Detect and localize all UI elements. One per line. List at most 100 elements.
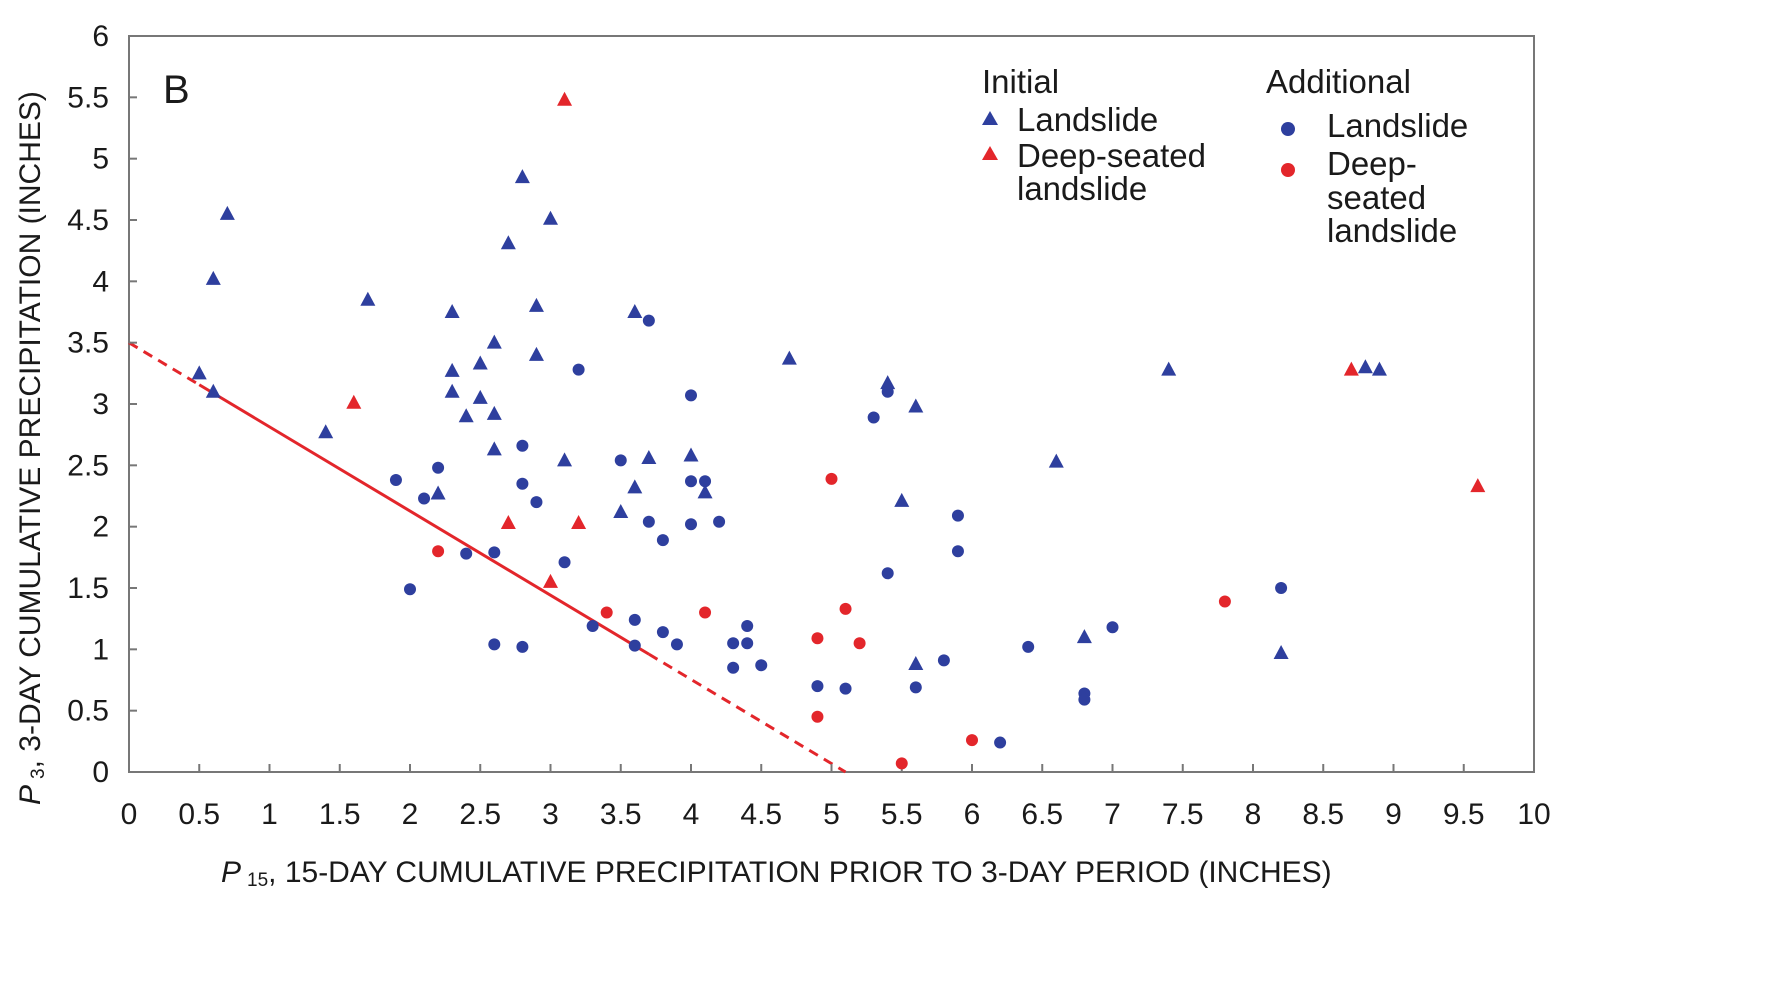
point-initial-landslide xyxy=(528,297,544,312)
point-additional-deep xyxy=(811,632,824,645)
legend-initial-landslide-marker xyxy=(982,111,998,125)
x-tick-label: 2 xyxy=(402,798,419,831)
point-initial-landslide xyxy=(191,365,207,380)
point-additional-landslide xyxy=(572,363,585,376)
point-initial-landslide xyxy=(880,375,896,390)
point-initial-landslide xyxy=(1161,361,1177,376)
threshold-line-dashed-end xyxy=(648,652,847,774)
legend-additional-deep-label-line1: Deep- xyxy=(1327,145,1417,182)
x-tick-label: 1.5 xyxy=(319,798,361,831)
point-additional-landslide xyxy=(488,638,501,651)
point-additional-landslide xyxy=(937,654,950,667)
point-additional-landslide xyxy=(994,736,1007,749)
x-tick-label: 0 xyxy=(121,798,138,831)
x-tick-label: 4 xyxy=(683,798,700,831)
point-initial-landslide xyxy=(543,210,558,225)
point-additional-deep xyxy=(966,734,978,747)
point-additional-landslide xyxy=(586,620,599,633)
y-tick-label: 2.5 xyxy=(67,449,109,482)
y-tick-label: 2 xyxy=(92,511,109,544)
point-initial-landslide xyxy=(683,447,699,462)
legend-additional-landslide-marker xyxy=(1281,122,1295,136)
point-initial-landslide xyxy=(1048,453,1064,468)
y-axis-ticks: 0 0.5 1 1.5 2 2.5 3 3.5 4 4.5 5 5.5 6 xyxy=(67,20,137,789)
plot-area xyxy=(128,35,1535,773)
y-tick-label: 0.5 xyxy=(67,695,109,728)
point-initial-landslide xyxy=(627,479,643,494)
point-initial-landslide xyxy=(908,398,924,413)
y-tick-label: 1 xyxy=(92,633,109,666)
point-additional-landslide xyxy=(656,534,669,547)
point-additional-landslide xyxy=(741,637,754,650)
point-initial-landslide xyxy=(1357,359,1373,374)
x-tick-label: 7 xyxy=(1104,798,1121,831)
x-tick-label: 9 xyxy=(1385,798,1402,831)
x-tick-label: 3 xyxy=(542,798,559,831)
point-initial-deep xyxy=(1343,361,1359,376)
x-tick-label: 0.5 xyxy=(178,798,220,831)
legend-additional-deep-marker xyxy=(1281,163,1295,177)
legend-initial-deep-label-line1: Deep-seated xyxy=(1017,137,1206,174)
x-tick-label: 2.5 xyxy=(459,798,501,831)
point-additional-landslide xyxy=(755,659,768,672)
point-initial-landslide xyxy=(472,355,488,370)
point-additional-landslide xyxy=(432,461,445,474)
point-initial-deep xyxy=(557,91,573,106)
legend-additional-deep-label-line3: landslide xyxy=(1327,212,1457,249)
threshold-line-solid xyxy=(198,383,650,656)
x-tick-label: 3.5 xyxy=(600,798,642,831)
point-additional-landslide xyxy=(839,682,852,695)
point-additional-landslide xyxy=(516,439,529,452)
panel-label: B xyxy=(163,68,190,112)
point-additional-landslide xyxy=(1078,693,1091,706)
point-additional-deep xyxy=(825,472,838,485)
point-additional-landslide xyxy=(418,492,431,505)
x-tick-label: 8 xyxy=(1245,798,1262,831)
point-additional-landslide xyxy=(404,583,416,596)
point-initial-landslide xyxy=(219,205,235,220)
point-initial-landslide xyxy=(430,485,446,500)
point-initial-deep xyxy=(1470,478,1486,493)
point-initial-landslide xyxy=(472,389,488,404)
x-tick-label: 10 xyxy=(1517,798,1550,831)
point-initial-landslide xyxy=(360,291,376,306)
point-initial-landslide xyxy=(557,452,573,467)
threshold-line xyxy=(128,341,847,774)
x-tick-label: 6.5 xyxy=(1021,798,1063,831)
point-initial-landslide xyxy=(908,656,924,671)
point-additional-landslide xyxy=(642,314,655,327)
legend: Initial Landslide Deep-seated landslide … xyxy=(982,63,1468,249)
legend-additional-heading: Additional xyxy=(1266,63,1411,100)
point-additional-landslide xyxy=(699,475,712,488)
y-axis-title-text: , 3-DAY CUMULATIVE PRECIPITATION (INCHES… xyxy=(14,91,47,768)
x-axis-title-subscript: 15 xyxy=(247,870,268,891)
point-initial-landslide xyxy=(697,484,713,499)
point-additional-landslide xyxy=(614,454,627,467)
x-axis-title-var: P xyxy=(221,856,241,889)
point-initial-landslide xyxy=(1076,629,1092,644)
point-initial-deep xyxy=(571,514,587,529)
x-tick-label: 1 xyxy=(261,798,278,831)
point-additional-deep xyxy=(853,637,866,650)
point-initial-landslide xyxy=(486,334,502,349)
point-initial-deep xyxy=(346,394,362,409)
y-tick-label: 5.5 xyxy=(67,81,109,114)
x-axis-title-text: , 15-DAY CUMULATIVE PRECIPITATION PRIOR … xyxy=(268,856,1332,889)
point-additional-landslide xyxy=(389,474,402,487)
y-axis-title-var: P xyxy=(14,785,47,805)
legend-initial-heading: Initial xyxy=(982,63,1059,100)
point-additional-deep xyxy=(1218,595,1231,608)
point-initial-landslide xyxy=(444,383,460,398)
point-additional-landslide xyxy=(1106,621,1119,634)
point-additional-landslide xyxy=(628,613,641,626)
point-initial-landslide xyxy=(444,304,460,318)
point-initial-landslide xyxy=(444,362,460,377)
y-tick-label: 6 xyxy=(92,20,109,53)
point-additional-landslide xyxy=(811,680,824,693)
point-additional-landslide xyxy=(460,547,473,560)
point-initial-landslide xyxy=(1273,645,1289,660)
point-initial-landslide xyxy=(641,449,657,464)
point-additional-landslide xyxy=(642,515,655,528)
point-initial-landslide xyxy=(1371,361,1387,376)
point-initial-landslide xyxy=(500,235,516,250)
